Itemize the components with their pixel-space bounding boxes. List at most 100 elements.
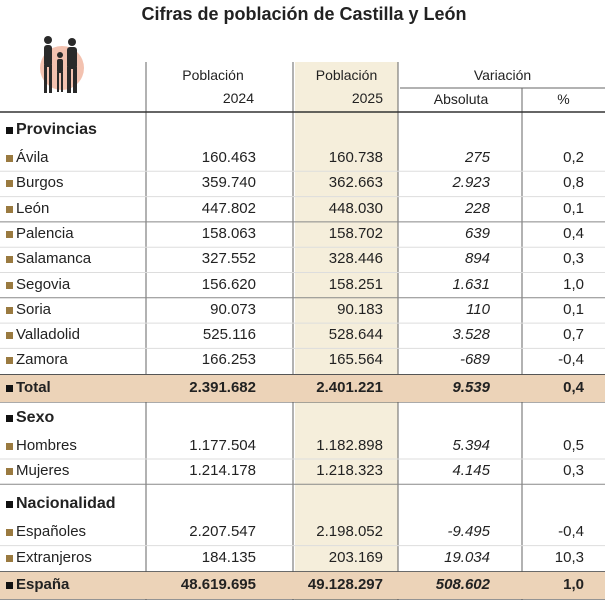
bullet [6, 155, 13, 162]
total-band [0, 571, 605, 599]
column-header: 2025 [351, 90, 383, 106]
cell: 894 [464, 250, 490, 268]
column-header: Población [315, 67, 378, 83]
section-title: Nacionalidad [16, 495, 116, 513]
title: Cifras de población de Castilla y León [141, 4, 467, 24]
bullet [6, 501, 13, 509]
cell: 158.702 [328, 224, 383, 242]
row-label: Extranjeros [16, 548, 92, 566]
cell: 160.738 [328, 149, 383, 166]
cell: 0,1 [563, 199, 584, 217]
row-label: Españoles [16, 523, 87, 541]
cell: 1,0 [563, 575, 584, 593]
highlight-column [295, 62, 398, 600]
cell: 327.552 [201, 250, 256, 268]
cell: 525.116 [202, 326, 256, 344]
bullet [6, 180, 13, 188]
cell: -689 [459, 351, 490, 369]
cell: 166.253 [201, 351, 256, 369]
cell: 165.564 [328, 351, 383, 369]
cell: 2.391.682 [189, 378, 256, 396]
cell: 228 [464, 199, 490, 217]
cell: 49.128.297 [307, 575, 383, 593]
column-header: 2024 [222, 90, 254, 106]
cell: 156.620 [201, 275, 256, 293]
cell: 90.183 [337, 300, 383, 318]
row-label: Zamora [16, 351, 68, 369]
cell: 2.207.547 [189, 523, 256, 541]
cell: 5.394 [452, 436, 490, 454]
cell: 48.619.695 [180, 575, 256, 593]
column-header: % [557, 91, 570, 107]
cell: 328.446 [328, 250, 383, 268]
bullet [6, 332, 13, 340]
row-label: Segovia [16, 275, 71, 293]
row-label: Soria [16, 300, 52, 318]
section-title: Provincias [16, 121, 97, 138]
cell: 90.073 [210, 300, 256, 318]
row-label: Ávila [16, 149, 49, 166]
row-label: Hombres [16, 436, 77, 454]
cell: 19.034 [444, 548, 490, 566]
bullet [6, 468, 13, 475]
cell: 0,3 [563, 250, 584, 268]
cell: 2.923 [452, 174, 490, 192]
bullet [6, 205, 13, 213]
bullet [6, 384, 13, 392]
row-label: España [16, 575, 70, 593]
cell: 0,4 [563, 224, 584, 242]
cell: 359.740 [201, 174, 256, 192]
cell: 528.644 [328, 326, 383, 344]
cell: 362.663 [328, 174, 383, 192]
cell: 184.135 [201, 548, 256, 566]
column-header: Variación [473, 67, 532, 83]
bullet [6, 256, 13, 264]
cell: 158.063 [201, 224, 256, 242]
section-title: Sexo [16, 408, 55, 426]
cell: 1.177.504 [189, 436, 256, 454]
row-label: Burgos [16, 174, 64, 192]
row-label: Salamanca [16, 250, 92, 268]
cell: 3.528 [452, 326, 490, 344]
cell: 275 [464, 149, 490, 166]
row-label: León [16, 199, 50, 217]
bullet [6, 230, 13, 238]
cell: 0,8 [563, 174, 584, 192]
cell: 0,4 [563, 378, 584, 396]
cell: 110 [466, 300, 490, 318]
bullet [6, 127, 13, 134]
cell: 1,0 [563, 275, 584, 293]
cell: 0,2 [563, 149, 584, 166]
row-label: Valladolid [16, 326, 80, 344]
cell: 0,7 [563, 326, 584, 344]
cell: 10,3 [554, 548, 584, 566]
cell: 1.182.898 [316, 436, 383, 454]
cell: 1.214.178 [189, 462, 256, 479]
row-label: Mujeres [16, 462, 70, 479]
row-label: Palencia [16, 224, 74, 242]
cell: 447.802 [201, 199, 256, 217]
cell: -0,4 [558, 351, 584, 369]
cell: 0,5 [563, 436, 584, 454]
column-header: Población [182, 67, 244, 83]
bullet [6, 529, 13, 537]
cell: 0,1 [563, 300, 584, 318]
cell: -9.495 [447, 523, 490, 541]
row-label: Total [16, 378, 51, 396]
cell: 160.463 [201, 149, 256, 166]
cell: 4.145 [452, 462, 490, 479]
cell: -0,4 [558, 523, 584, 541]
cell: 639 [464, 224, 490, 242]
bullet [6, 357, 13, 365]
cell: 448.030 [328, 199, 383, 217]
cell: 1.218.323 [316, 462, 383, 479]
bullet [6, 306, 13, 314]
bullet [6, 442, 13, 450]
cell: 0,3 [563, 462, 584, 479]
cell: 2.401.221 [316, 378, 383, 396]
bullet [6, 281, 13, 289]
column-header: Absoluta [433, 91, 489, 107]
bullet [6, 414, 13, 422]
cell: 2.198.052 [316, 523, 383, 541]
